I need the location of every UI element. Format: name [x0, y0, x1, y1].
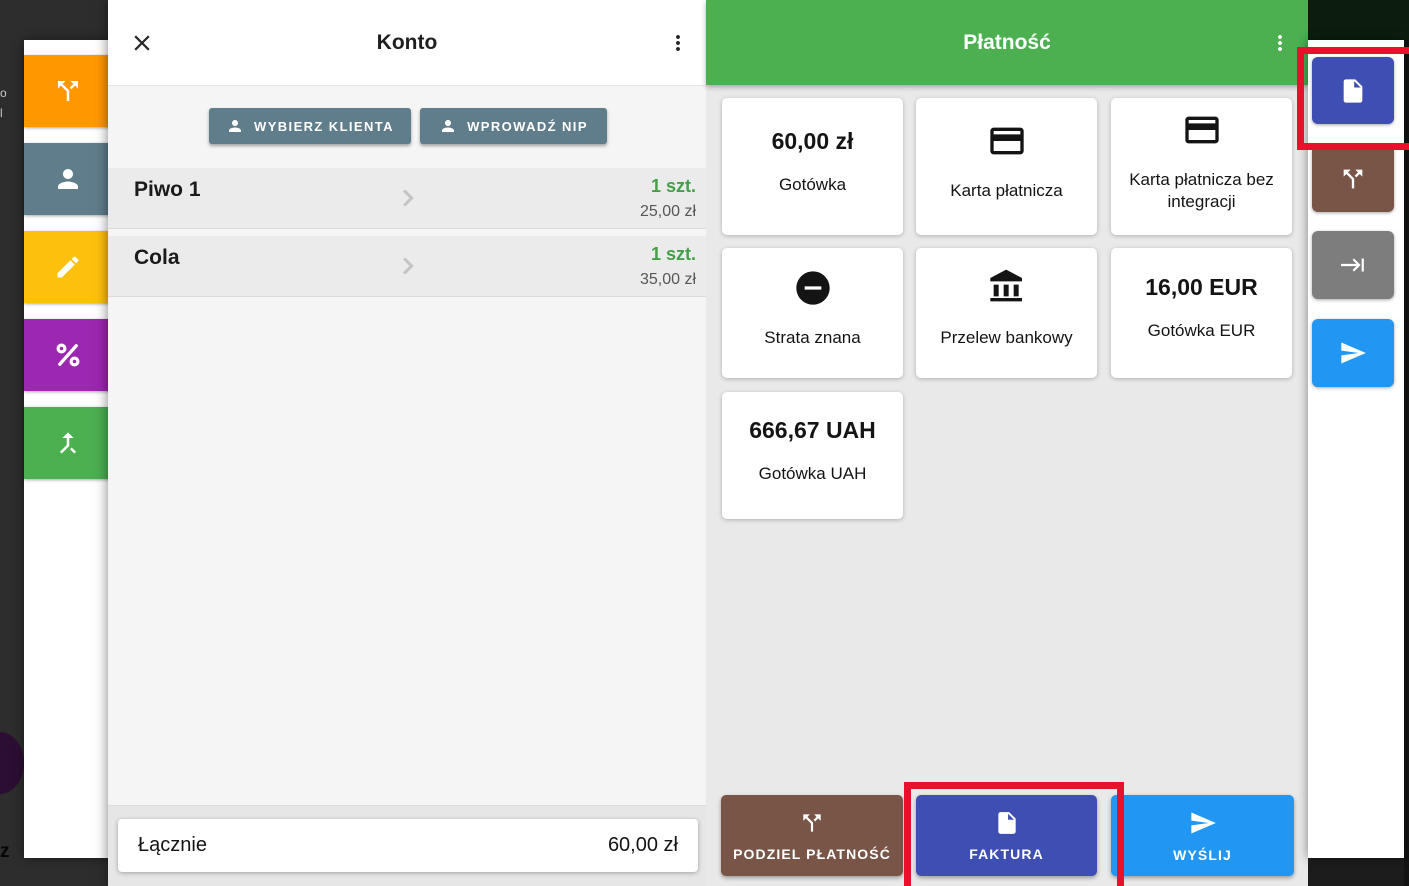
payment-method-card-no-integration[interactable]: Karta płatnicza bez integracji [1111, 98, 1292, 235]
more-options-icon[interactable] [658, 23, 698, 63]
credit-card-icon [987, 121, 1027, 161]
total-label: Łącznie [138, 834, 207, 856]
payment-amount: 16,00 EUR [1145, 274, 1258, 300]
close-icon[interactable] [122, 23, 162, 63]
left-toolbar-panel [24, 40, 112, 858]
payment-amount: 60,00 zł [771, 127, 854, 154]
item-name: Cola [134, 246, 180, 269]
background-text-fragment: o [0, 86, 7, 100]
bank-icon [987, 268, 1027, 308]
background-letter-fragment: z [0, 841, 10, 862]
chevron-right-icon [391, 249, 425, 283]
customer-button[interactable] [24, 143, 112, 215]
payment-header: Płatność [706, 0, 1308, 85]
more-options-icon[interactable] [1260, 23, 1300, 63]
payment-label: Gotówka EUR [1147, 321, 1256, 340]
payment-method-cash-eur[interactable]: 16,00 EUR Gotówka EUR [1111, 248, 1292, 378]
split-payment-button[interactable]: PODZIEL PŁATNOŚĆ [721, 795, 903, 876]
chevron-right-icon [391, 181, 425, 215]
konto-title: Konto [376, 30, 438, 54]
payment-method-cash-uah[interactable]: 666,67 UAH Gotówka UAH [722, 392, 903, 519]
total-value: 60,00 zł [607, 834, 678, 856]
invoice-button[interactable]: FAKTURA [916, 795, 1097, 876]
split-payment-sidebar-button[interactable] [1312, 145, 1394, 212]
merge-order-button[interactable] [24, 407, 112, 479]
document-icon [1339, 77, 1367, 105]
item-price: 25,00 zł [639, 203, 696, 220]
discount-button[interactable] [24, 319, 112, 391]
konto-header: Konto [108, 0, 706, 86]
send-sidebar-button[interactable] [1312, 319, 1394, 387]
enter-nip-label: WPROWADŹ NIP [467, 118, 588, 134]
enter-nip-button[interactable]: WPROWADŹ NIP [420, 108, 607, 144]
split-order-button[interactable] [24, 55, 112, 127]
call-split-icon [53, 76, 83, 106]
payment-method-card[interactable]: Karta płatnicza [916, 98, 1097, 235]
payment-method-bank-transfer[interactable]: Przelew bankowy [916, 248, 1097, 378]
background-top-right [1308, 0, 1409, 40]
call-split-icon [799, 810, 825, 836]
payment-label: Gotówka UAH [758, 463, 867, 483]
person-icon [53, 164, 83, 194]
edit-button[interactable] [24, 231, 112, 303]
send-icon [1339, 339, 1367, 367]
send-button[interactable]: WYŚLIJ [1111, 795, 1294, 876]
payment-label: Karta płatnicza bez integracji [1129, 170, 1274, 211]
call-split-icon [1339, 165, 1367, 193]
item-price: 35,00 zł [639, 271, 696, 288]
minus-circle-icon [793, 268, 833, 308]
right-toolbar-panel [1308, 40, 1404, 858]
edit-icon [54, 253, 82, 281]
credit-card-icon [1182, 110, 1222, 150]
person-icon [439, 117, 457, 135]
item-quantity: 1 szt. [650, 176, 696, 196]
call-merge-icon [53, 428, 83, 458]
document-icon [994, 810, 1020, 836]
konto-panel: Konto WYBIERZ KLIENTA WPROWADŹ NIP Piwo … [108, 0, 706, 886]
select-client-label: WYBIERZ KLIENTA [254, 118, 394, 134]
invoice-label: FAKTURA [969, 845, 1044, 862]
payment-label: Karta płatnicza [950, 181, 1063, 200]
order-item-row[interactable]: Piwo 1 1 szt. 25,00 zł [108, 168, 706, 229]
payment-method-known-loss[interactable]: Strata znana [722, 248, 903, 378]
payment-amount: 666,67 UAH [749, 416, 876, 443]
tab-next-icon [1340, 252, 1366, 278]
total-card: Łącznie 60,00 zł [118, 819, 698, 872]
split-payment-label: PODZIEL PŁATNOŚĆ [733, 845, 891, 862]
background-bottom-right [1308, 858, 1404, 886]
background-right-edge [1404, 40, 1409, 886]
percent-icon [53, 340, 83, 370]
order-item-row[interactable]: Cola 1 szt. 35,00 zł [108, 236, 706, 297]
payment-label: Przelew bankowy [940, 327, 1073, 347]
send-icon [1189, 809, 1217, 837]
background-purple-fragment [0, 732, 24, 794]
item-name: Piwo 1 [134, 178, 201, 201]
payment-method-cash[interactable]: 60,00 zł Gotówka [722, 98, 903, 235]
payment-label: Strata znana [764, 327, 861, 347]
send-label: WYŚLIJ [1173, 846, 1232, 863]
payment-panel: Płatność 60,00 zł Gotówka Karta płatnicz… [706, 0, 1308, 886]
background-text-fragment: l [0, 106, 3, 120]
invoice-sidebar-button[interactable] [1312, 57, 1394, 124]
payment-title: Płatność [963, 30, 1051, 54]
item-quantity: 1 szt. [650, 244, 696, 264]
payment-label: Gotówka [778, 174, 847, 194]
person-icon [226, 117, 244, 135]
skip-sidebar-button[interactable] [1312, 231, 1394, 299]
select-client-button[interactable]: WYBIERZ KLIENTA [209, 108, 411, 144]
